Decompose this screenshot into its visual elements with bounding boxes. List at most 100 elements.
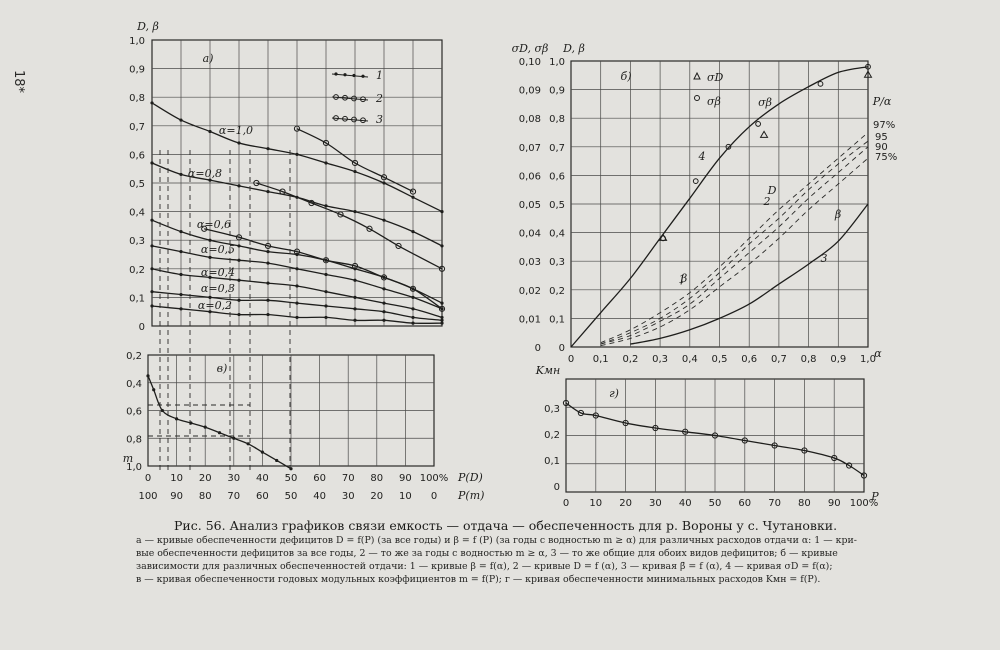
panel-label: а) bbox=[203, 52, 214, 65]
data-point bbox=[179, 230, 183, 234]
data-point bbox=[711, 432, 719, 439]
series-line bbox=[600, 140, 869, 345]
x-tick-label: 80 bbox=[199, 491, 212, 502]
data-point bbox=[353, 278, 357, 282]
panel-label: б) bbox=[620, 70, 631, 83]
data-point bbox=[203, 425, 207, 429]
data-point bbox=[322, 139, 330, 147]
p-value-label: 97% bbox=[873, 120, 895, 131]
x-tick-label: 40 bbox=[313, 491, 326, 502]
data-point bbox=[692, 178, 699, 185]
x-tick-label: 90 bbox=[170, 491, 183, 502]
x-tick-label: 0 bbox=[568, 354, 574, 365]
data-point bbox=[860, 472, 868, 479]
data-point bbox=[351, 159, 359, 167]
x-tick-label: 30 bbox=[342, 491, 355, 502]
x-tick-label: 0,4 bbox=[682, 354, 698, 365]
y-tick-label: 0,1 bbox=[544, 456, 560, 467]
data-point bbox=[865, 63, 871, 70]
data-point bbox=[382, 275, 386, 279]
x-tick-label: 50 bbox=[285, 473, 298, 484]
curve-label: α=0,6 bbox=[197, 218, 231, 231]
data-point bbox=[201, 225, 208, 232]
x-tick-label: 0,3 bbox=[652, 354, 668, 365]
x-tick-label: 10 bbox=[170, 473, 183, 484]
data-point bbox=[324, 258, 328, 262]
data-point bbox=[353, 210, 357, 214]
curve-label: 2 bbox=[763, 195, 771, 208]
y-tick-label: 0,4 bbox=[126, 379, 142, 390]
data-point bbox=[295, 301, 299, 305]
data-point bbox=[382, 287, 386, 291]
data-point bbox=[658, 233, 668, 241]
data-point bbox=[846, 462, 853, 469]
caption-title: Рис. 56. Анализ графиков связи емкость —… bbox=[174, 518, 838, 533]
y-tick-label: 0,2 bbox=[126, 351, 142, 362]
y-tick-label: 0,6 bbox=[129, 150, 145, 161]
x-tick-label: 0,6 bbox=[741, 354, 757, 365]
y-tick-label-left: 0,10 bbox=[519, 57, 541, 68]
y-tick-label: 0,9 bbox=[129, 65, 145, 76]
data-point bbox=[150, 161, 154, 165]
data-point bbox=[353, 295, 357, 299]
data-point bbox=[380, 174, 388, 181]
data-point bbox=[351, 262, 359, 270]
curve-label: 4 bbox=[698, 150, 706, 163]
panel-label: г) bbox=[609, 387, 619, 400]
data-point bbox=[353, 169, 357, 174]
x-axis-label: P bbox=[870, 490, 879, 503]
data-point bbox=[382, 218, 386, 222]
curve-label: α=0,4 bbox=[201, 266, 235, 279]
x-tick-label: 0,2 bbox=[622, 354, 638, 365]
y-tick-label-left: 0,07 bbox=[519, 143, 541, 154]
data-point bbox=[411, 315, 415, 320]
legend-label: 2 bbox=[375, 92, 383, 105]
x-tick-label: 30 bbox=[649, 498, 662, 509]
data-point bbox=[759, 130, 769, 138]
data-point bbox=[150, 304, 154, 308]
x-tick-label: 60 bbox=[256, 491, 269, 502]
data-point bbox=[237, 258, 241, 262]
legend-marker bbox=[334, 72, 338, 76]
series-line bbox=[147, 375, 292, 470]
data-point bbox=[179, 307, 183, 311]
data-point bbox=[831, 454, 838, 462]
caption-line: вые обеспеченности дефицитов за все годы… bbox=[136, 548, 838, 559]
data-point bbox=[440, 301, 444, 305]
data-point bbox=[232, 436, 236, 440]
legend-marker bbox=[360, 96, 366, 103]
x-tick-label: 90 bbox=[399, 473, 412, 484]
data-point bbox=[175, 417, 179, 421]
data-point bbox=[237, 278, 241, 282]
x-axis-label: P(m) bbox=[457, 489, 484, 502]
data-point bbox=[275, 458, 279, 463]
data-point bbox=[395, 242, 402, 250]
data-point bbox=[409, 285, 417, 292]
y-tick-label: 0,3 bbox=[129, 236, 145, 247]
data-point bbox=[179, 250, 183, 254]
data-point bbox=[266, 261, 270, 265]
data-point bbox=[266, 147, 270, 151]
data-point bbox=[293, 125, 301, 132]
y-tick-label: 1,0 bbox=[129, 36, 145, 47]
data-point bbox=[801, 447, 808, 454]
data-point bbox=[324, 315, 328, 320]
x-tick-label: 70 bbox=[342, 473, 355, 484]
series-line bbox=[630, 203, 869, 345]
data-point bbox=[755, 121, 762, 127]
data-point bbox=[324, 290, 328, 294]
y-tick-label: 0 bbox=[139, 322, 145, 333]
y-axis-label: Kмн bbox=[535, 364, 561, 377]
x-tick-label: 0,7 bbox=[771, 354, 787, 365]
data-point bbox=[380, 274, 388, 281]
y-tick-label: 0,1 bbox=[129, 293, 145, 304]
y-tick-label: 0 bbox=[559, 343, 565, 354]
series-line bbox=[256, 182, 443, 270]
x-tick-label: 80 bbox=[370, 473, 383, 484]
data-point bbox=[237, 244, 241, 248]
data-point bbox=[179, 272, 183, 277]
data-point bbox=[152, 388, 156, 392]
data-point bbox=[253, 179, 260, 187]
data-point bbox=[237, 141, 241, 145]
